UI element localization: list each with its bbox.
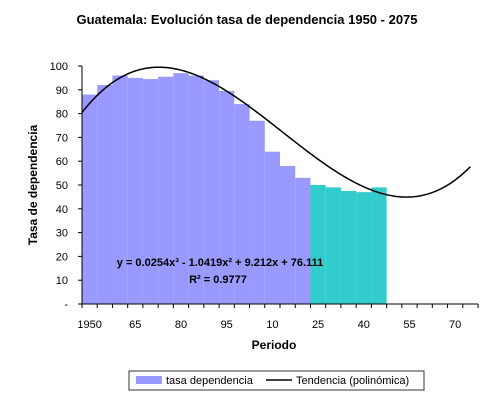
- y-tick-label: 80: [56, 109, 68, 121]
- x-tick-label: 95: [221, 319, 233, 331]
- y-tick-label: 30: [56, 228, 68, 240]
- y-tick-label: 20: [56, 251, 68, 263]
- x-tick-label: 80: [175, 319, 187, 331]
- bar-2030: [325, 187, 341, 304]
- x-tick-label: 10: [266, 319, 278, 331]
- bar-1950: [82, 94, 98, 304]
- legend-line-label: Tendencia (polinómica): [296, 375, 409, 387]
- y-tick-label: 60: [56, 156, 68, 168]
- bar-1965: [127, 77, 143, 305]
- bar-2020: [295, 177, 311, 304]
- trend-equation: y = 0.0254x³ - 1.0419x² + 9.212x + 76.11…: [117, 257, 323, 269]
- legend-bar-label: tasa dependencia: [166, 375, 254, 387]
- plot-area: - 10 20 30 40 50 60 70 80 90 100 1950 65 80 95 10 25 40 55…: [50, 61, 479, 331]
- y-tick-label: 90: [56, 85, 68, 97]
- bar-2015: [280, 165, 296, 304]
- chart-title: Guatemala: Evolución tasa de dependencia…: [76, 12, 417, 27]
- bar-1980: [173, 73, 189, 304]
- bar-2000: [234, 104, 250, 304]
- x-axis-label: Periodo: [252, 338, 297, 352]
- bar-2025: [310, 185, 326, 304]
- bar-1970: [142, 79, 159, 304]
- y-tick-label: 70: [56, 132, 68, 144]
- y-tick-label: 50: [56, 180, 68, 192]
- bar-1985: [188, 75, 204, 305]
- r-squared-label: R² = 0.9777: [189, 274, 247, 286]
- y-tick-label: 100: [50, 61, 68, 73]
- bar-2005: [249, 120, 265, 305]
- y-axis-label: Tasa de dependencia: [26, 124, 40, 245]
- x-tick-label: 1950: [77, 319, 101, 331]
- bar-1960: [112, 75, 128, 305]
- bar-1990: [203, 80, 220, 304]
- trend-line: [81, 66, 471, 198]
- bar-2045: [371, 187, 387, 304]
- bar-2035: [340, 190, 357, 304]
- y-tick-label: -: [64, 299, 68, 311]
- x-tick-label: 55: [403, 319, 415, 331]
- x-tick-label: 40: [358, 319, 370, 331]
- x-tick-label: 70: [449, 319, 461, 331]
- x-tick-label: 25: [312, 319, 324, 331]
- y-tick-label: 40: [56, 204, 68, 216]
- bar-2040: [356, 192, 372, 304]
- x-tick-label: 65: [129, 319, 141, 331]
- bar-1955: [97, 85, 113, 304]
- y-tick-label: 10: [56, 275, 68, 287]
- bar-2010: [264, 151, 280, 304]
- bar-1975: [158, 76, 174, 305]
- bar-1995: [219, 90, 235, 305]
- legend: tasa dependencia Tendencia (polinómica): [128, 370, 425, 391]
- legend-bar-swatch: [136, 376, 162, 384]
